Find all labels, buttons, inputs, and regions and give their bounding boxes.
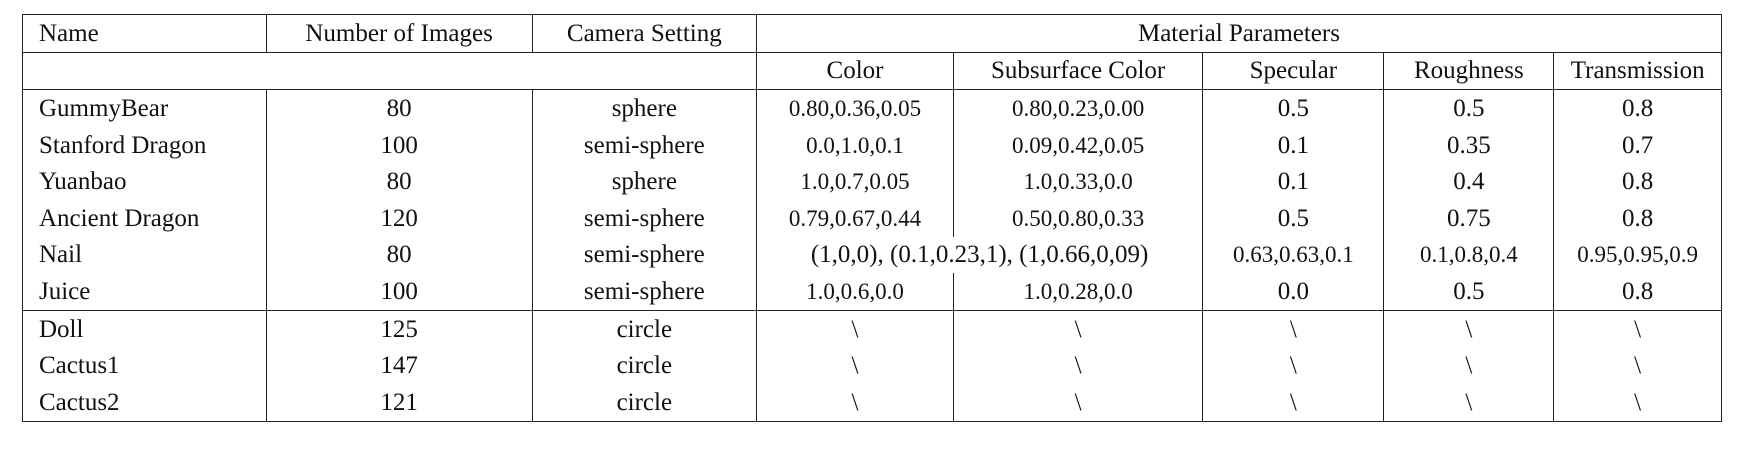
cell-camera: circle [531, 309, 757, 348]
cell-camera: sphere [531, 89, 757, 127]
cell-transmission: \ [1553, 309, 1722, 348]
header-roughness: Roughness [1383, 52, 1554, 91]
cell-num-images: 121 [265, 383, 533, 422]
cell-num-images: 120 [265, 199, 533, 237]
cell-name: Cactus1 [39, 352, 120, 380]
cell-name: Doll [22, 309, 267, 348]
cell-specular: 0.1 [1202, 126, 1384, 164]
cell-roughness: 0.5 [1383, 89, 1554, 127]
cell-roughness: 0.4 [1383, 163, 1554, 200]
cell-num-images: 100 [265, 273, 533, 311]
cell-color: \ [755, 383, 954, 422]
cell-specular: 0.0 [1202, 273, 1384, 311]
cell-roughness: \ [1383, 309, 1554, 348]
cell-subsurface: 1.0,0.33,0.0 [953, 163, 1203, 200]
cell-num-images: 100 [265, 126, 533, 164]
subheader-row: Color Subsurface Color Specular Roughnes… [22, 52, 1722, 91]
table-row: Stanford Dragon 100 semi-sphere 0.0,1.0,… [23, 126, 1722, 164]
table-row: Nail 80 semi-sphere (1,0,0), (0.1,0.23,1… [23, 236, 1722, 274]
cell-transmission: \ [1553, 383, 1722, 422]
cell-transmission: 0.8 [1553, 89, 1722, 127]
material-parameters-table: Name Number of Images Camera Setting Mat… [22, 14, 1722, 422]
table-row: Cactus1 147 circle \ \ \ \ \ [23, 347, 1722, 384]
cell-color: 1.0,0.7,0.05 [755, 163, 954, 200]
header-row: Name Number of Images Camera Setting Mat… [22, 14, 1722, 53]
cell-num-images: 125 [265, 309, 533, 348]
header-name: Name [22, 14, 267, 53]
cell-subsurface: \ [953, 347, 1203, 384]
cell-name: Ancient Dragon [39, 204, 200, 232]
cell-roughness: 0.35 [1383, 126, 1554, 164]
table-row: Cactus2 121 circle \ \ \ \ \ [23, 383, 1722, 422]
table-row: Yuanbao 80 sphere 1.0,0.7,0.05 1.0,0.33,… [23, 163, 1722, 200]
cell-specular: 0.1 [1202, 163, 1384, 200]
cell-name: Yuanbao [39, 168, 127, 196]
cell-transmission: \ [1553, 347, 1722, 384]
table-row: Juice 100 semi-sphere 1.0,0.6,0.0 1.0,0.… [23, 273, 1722, 311]
cell-camera: sphere [531, 163, 757, 200]
cell-color: 0.79,0.67,0.44 [755, 199, 954, 237]
cell-transmission: 0.7 [1553, 126, 1722, 164]
subheader-blank [22, 52, 757, 91]
header-camera-setting: Camera Setting [531, 14, 757, 53]
cell-subsurface: 0.50,0.80,0.33 [953, 199, 1203, 237]
cell-name: Stanford Dragon [39, 131, 207, 159]
cell-roughness: 0.75 [1383, 199, 1554, 237]
cell-name: GummyBear [39, 94, 169, 122]
cell-specular: 0.5 [1202, 89, 1384, 127]
cell-camera: semi-sphere [531, 273, 757, 311]
cell-transmission: 0.8 [1553, 273, 1722, 311]
cell-roughness: 0.5 [1383, 273, 1554, 311]
cell-name: Cactus2 [39, 388, 120, 416]
header-material-parameters: Material Parameters [755, 14, 1722, 53]
cell-camera: circle [531, 347, 757, 384]
cell-name: Juice [39, 277, 91, 305]
table-row: GummyBear 80 sphere 0.80,0.36,0.05 0.80,… [23, 89, 1722, 127]
cell-color: \ [755, 309, 954, 348]
cell-num-images: 80 [265, 163, 533, 200]
header-subsurface-color: Subsurface Color [953, 52, 1203, 91]
cell-roughness: \ [1383, 383, 1554, 422]
cell-num-images: 80 [265, 89, 533, 127]
cell-transmission: 0.8 [1553, 163, 1722, 200]
cell-camera: circle [531, 383, 757, 422]
cell-camera: semi-sphere [531, 126, 757, 164]
cell-specular: \ [1202, 347, 1384, 384]
cell-specular: \ [1202, 383, 1384, 422]
cell-subsurface: \ [953, 383, 1203, 422]
header-transmission: Transmission [1553, 52, 1722, 91]
header-color: Color [755, 52, 954, 91]
cell-transmission: 0.8 [1553, 199, 1722, 237]
cell-color: 0.80,0.36,0.05 [755, 89, 954, 127]
cell-num-images: 80 [265, 236, 533, 274]
cell-subsurface: 0.09,0.42,0.05 [953, 126, 1203, 164]
table-row: Ancient Dragon 120 semi-sphere 0.79,0.67… [23, 199, 1722, 237]
cell-subsurface: \ [953, 309, 1203, 348]
cell-color: 0.0,1.0,0.1 [755, 126, 954, 164]
table-row: Doll 125 circle \ \ \ \ \ [22, 309, 1722, 348]
cell-name: Nail [39, 241, 83, 269]
cell-camera: semi-sphere [531, 236, 757, 274]
cell-color-merged: (1,0,0), (0.1,0.23,1), (1,0.66,0,09) [755, 236, 1203, 274]
header-specular: Specular [1202, 52, 1384, 91]
cell-transmission: 0.95,0.95,0.9 [1553, 236, 1722, 274]
cell-specular: 0.5 [1202, 199, 1384, 237]
cell-specular: 0.63,0.63,0.1 [1202, 236, 1384, 274]
cell-roughness: 0.1,0.8,0.4 [1383, 236, 1554, 274]
cell-color: 1.0,0.6,0.0 [755, 273, 954, 311]
cell-subsurface: 1.0,0.28,0.0 [953, 273, 1203, 311]
cell-camera: semi-sphere [531, 199, 757, 237]
cell-num-images: 147 [265, 347, 533, 384]
cell-specular: \ [1202, 309, 1384, 348]
cell-color: \ [755, 347, 954, 384]
cell-subsurface: 0.80,0.23,0.00 [953, 89, 1203, 127]
cell-roughness: \ [1383, 347, 1554, 384]
header-number-of-images: Number of Images [265, 14, 533, 53]
